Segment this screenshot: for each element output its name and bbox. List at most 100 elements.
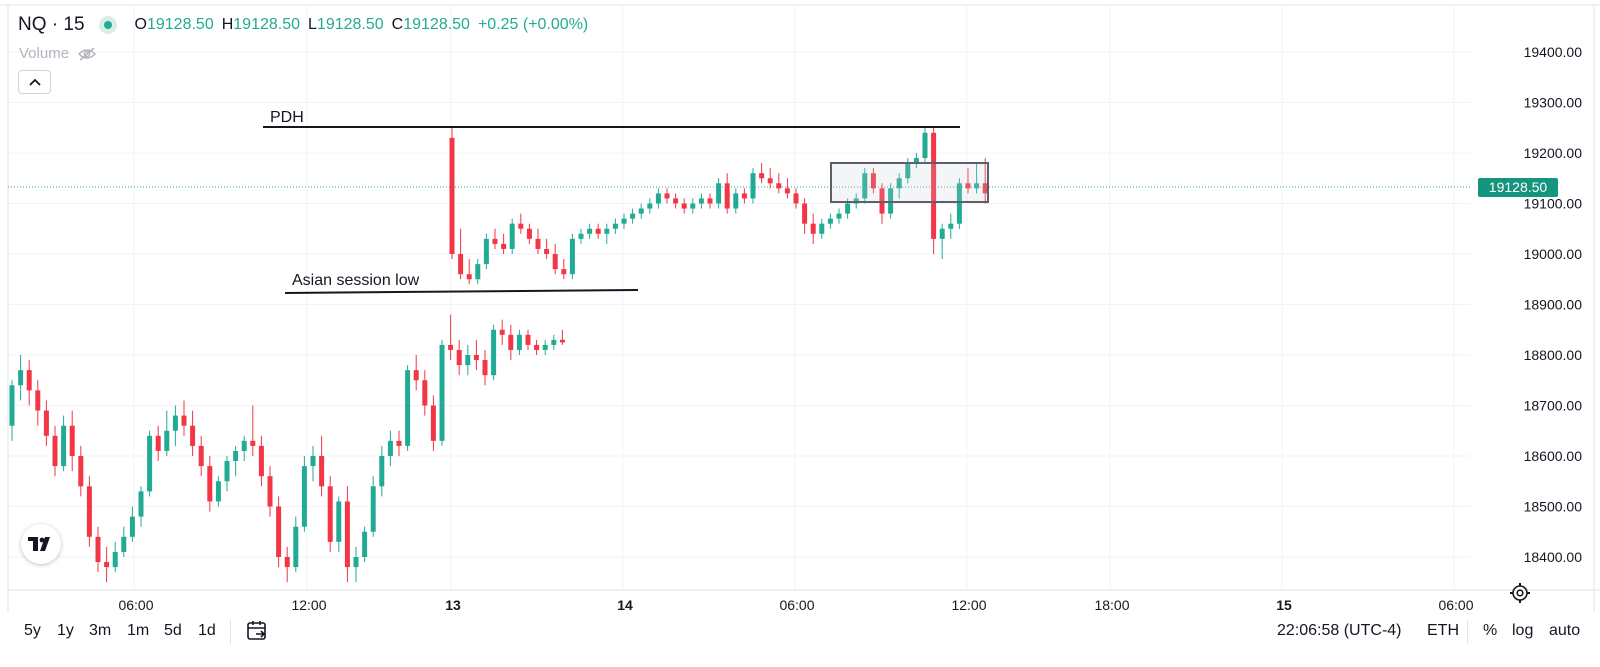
price-axis: 19400.00 19300.00 19200.00 19100.00 19000.00… xyxy=(1524,44,1583,565)
candle xyxy=(233,445,239,477)
candle xyxy=(172,405,178,446)
volume-label[interactable]: Volume xyxy=(19,45,70,62)
candle xyxy=(52,425,58,477)
time-tick-label: 06:00 xyxy=(1438,597,1473,613)
candle-body xyxy=(491,329,497,376)
candle-body xyxy=(956,183,962,224)
percent-toggle[interactable]: % xyxy=(1483,622,1498,639)
candle-body xyxy=(344,501,350,568)
candle xyxy=(965,168,971,194)
candle-body xyxy=(767,178,773,184)
tradingview-logo-icon[interactable] xyxy=(21,524,61,564)
candle xyxy=(155,425,161,462)
clock-timezone-button[interactable]: 22:06:58 (UTC-4) xyxy=(1277,622,1402,639)
price-tick-label: 19300.00 xyxy=(1524,95,1583,111)
candle xyxy=(741,188,747,204)
candle-body xyxy=(516,334,522,350)
candle-body xyxy=(965,183,971,189)
candle-body xyxy=(853,198,859,204)
candle xyxy=(525,329,531,350)
candle xyxy=(387,430,393,467)
range-5d-button[interactable]: 5d xyxy=(164,622,182,639)
time-tick-label: 18:00 xyxy=(1094,597,1129,613)
candle xyxy=(836,208,842,224)
candle-body xyxy=(492,238,498,244)
candle-body xyxy=(379,456,385,487)
auto-toggle[interactable]: auto xyxy=(1549,622,1581,639)
zone-rectangle[interactable] xyxy=(830,162,989,203)
pdh-label: PDH xyxy=(270,109,304,126)
candle-body xyxy=(405,370,411,446)
range-1d-button[interactable]: 1d xyxy=(198,622,216,639)
candle xyxy=(559,329,565,345)
candle-body xyxy=(974,183,980,189)
candle-body xyxy=(922,132,928,159)
candle-body xyxy=(370,486,376,532)
collapse-legend-button[interactable] xyxy=(18,70,51,94)
candle xyxy=(655,188,661,209)
candle-body xyxy=(604,228,610,234)
candle-body xyxy=(525,334,531,345)
candle xyxy=(327,476,333,552)
asian-session-low-line[interactable] xyxy=(284,289,639,294)
range-1m-button[interactable]: 1m xyxy=(127,622,150,639)
range-3m-button[interactable]: 3m xyxy=(89,622,112,639)
candle xyxy=(810,213,816,244)
candle-body xyxy=(544,248,550,254)
log-toggle[interactable]: log xyxy=(1512,622,1534,639)
candle xyxy=(870,168,876,194)
candle xyxy=(793,188,799,209)
candle xyxy=(181,400,187,436)
candle xyxy=(569,233,575,280)
candle-body xyxy=(845,203,851,214)
candle-body xyxy=(587,228,593,234)
candle-body xyxy=(784,188,790,194)
candle-body xyxy=(759,173,765,179)
candle-body xyxy=(827,218,833,224)
candle xyxy=(43,400,49,446)
symbol-name[interactable]: NQ · 15 xyxy=(18,14,85,35)
candle-body xyxy=(9,385,15,426)
candle-body xyxy=(535,238,541,249)
candle xyxy=(922,127,928,164)
candle-body xyxy=(551,339,557,345)
time-tick-label: 06:00 xyxy=(118,597,153,613)
market-status-icon[interactable] xyxy=(98,16,117,34)
candle-body xyxy=(387,440,393,456)
range-5y-button[interactable]: 5y xyxy=(24,622,41,639)
candle-body xyxy=(473,355,479,361)
candle-body xyxy=(982,183,988,194)
candle xyxy=(379,445,385,497)
eye-off-icon[interactable] xyxy=(77,46,97,62)
session-eth-button[interactable]: ETH xyxy=(1427,622,1459,639)
candle-body xyxy=(750,173,756,199)
candle xyxy=(430,395,436,451)
candle xyxy=(95,526,101,573)
close-value: 19128.50 xyxy=(403,16,470,33)
candle-body xyxy=(104,562,110,568)
candle xyxy=(733,188,739,214)
candle xyxy=(948,213,954,239)
candle xyxy=(241,435,247,462)
candle-body xyxy=(638,208,644,214)
calendar-goto-icon[interactable] xyxy=(245,619,269,648)
candle xyxy=(664,188,670,204)
candle-body xyxy=(362,531,368,557)
gear-icon[interactable] xyxy=(1508,581,1532,605)
open-value: 19128.50 xyxy=(146,16,214,33)
candle xyxy=(215,476,221,507)
range-1y-button[interactable]: 1y xyxy=(57,622,74,639)
candle xyxy=(982,158,988,204)
candle-body xyxy=(862,173,868,199)
candle-body xyxy=(413,370,419,381)
high-label: H xyxy=(221,16,234,33)
candle xyxy=(647,198,653,214)
price-tick-label: 19400.00 xyxy=(1524,44,1583,60)
candle-body xyxy=(155,435,161,451)
candle xyxy=(552,243,558,275)
candle-body xyxy=(664,193,670,199)
candle xyxy=(913,153,919,169)
candle-body xyxy=(439,344,445,441)
candle xyxy=(501,233,507,254)
